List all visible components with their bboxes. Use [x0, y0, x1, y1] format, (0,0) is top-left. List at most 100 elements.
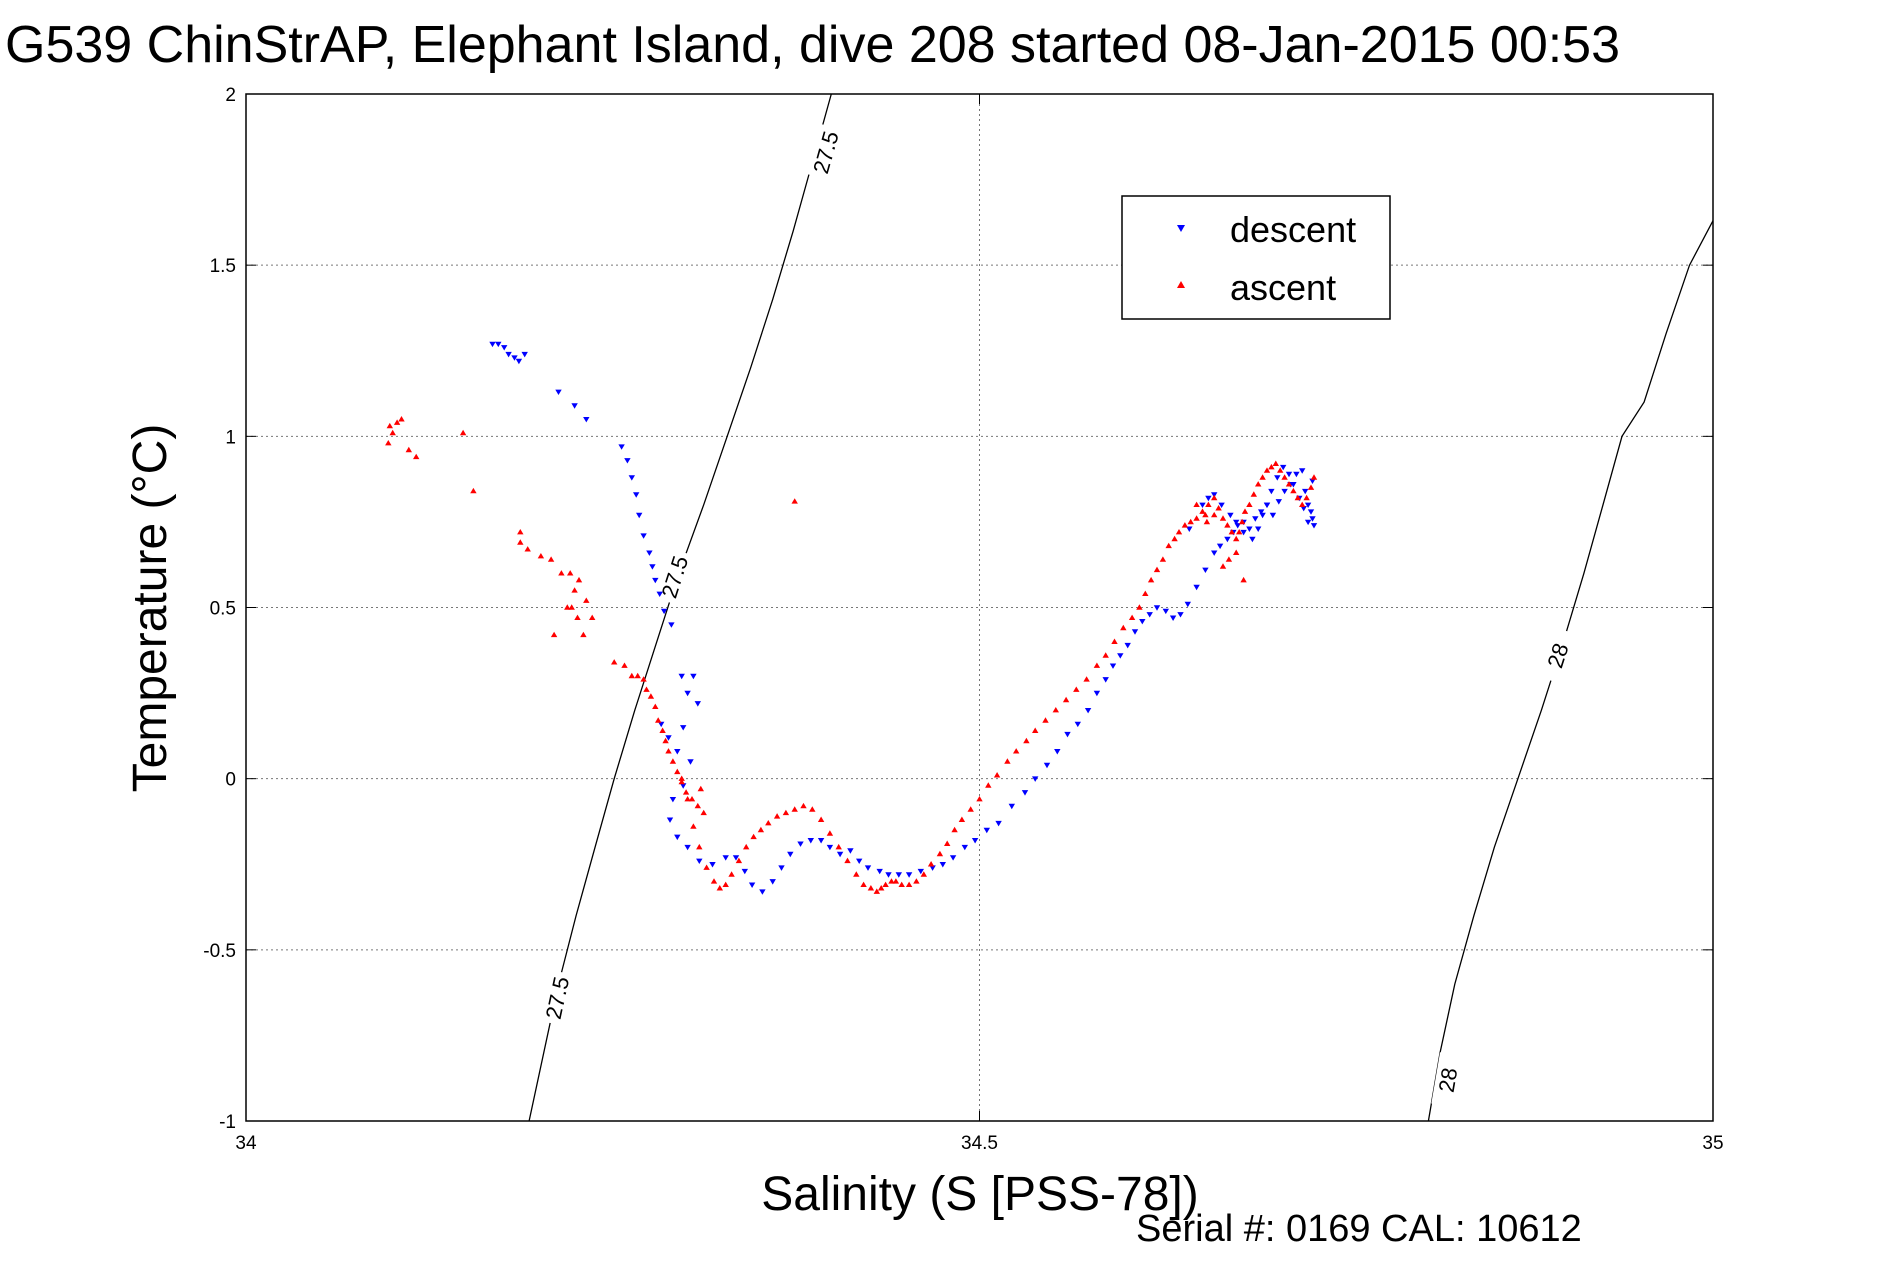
descent-point [1252, 516, 1259, 522]
ascent-point [1219, 563, 1227, 569]
ascent-point [1202, 511, 1209, 518]
ascent-point [735, 857, 743, 864]
ascent-point [750, 833, 757, 840]
x-axis-label: Salinity (S [PSS-78]) [761, 1168, 1198, 1221]
ascent-point [1228, 529, 1235, 535]
descent-point [1293, 471, 1300, 478]
ascent-point [1093, 662, 1101, 668]
descent-point [983, 827, 990, 834]
ascent-point [386, 422, 393, 429]
ascent-point [517, 529, 524, 535]
ascent-point [1193, 515, 1200, 521]
ascent-point [1165, 542, 1172, 549]
descent-point [817, 838, 825, 844]
y-tick-label: 2 [225, 85, 236, 106]
descent-point [995, 820, 1002, 827]
ascent-point [611, 659, 618, 665]
data-points [385, 341, 1318, 895]
descent-point [1274, 475, 1281, 481]
ascent-point [888, 878, 895, 884]
ascent-point [773, 813, 781, 819]
ascent-point [1203, 518, 1211, 525]
ascent-point [398, 416, 405, 422]
ascent-point [867, 885, 875, 891]
descent-point [656, 591, 663, 597]
ascent-point [459, 429, 467, 436]
ascent-point [652, 703, 659, 709]
contour-label-bg [655, 548, 694, 606]
ascent-point [967, 806, 974, 812]
descent-point [489, 341, 496, 348]
descent-point [1304, 519, 1312, 526]
ascent-point [800, 802, 807, 809]
ascent-point [694, 802, 701, 809]
descent-point [1309, 516, 1316, 522]
descent-point [628, 475, 635, 481]
descent-point [1290, 482, 1297, 488]
y-tick-label: 0 [225, 770, 236, 791]
descent-point [665, 735, 672, 741]
ascent-point [791, 498, 798, 504]
descent-point [511, 355, 518, 361]
ascent-point [580, 631, 587, 638]
descent-point [1193, 584, 1200, 591]
descent-point [778, 865, 785, 871]
ascent-point [558, 570, 565, 576]
descent-point [633, 492, 640, 498]
descent-point [807, 838, 814, 844]
ascent-point [944, 840, 951, 846]
descent-point [1074, 721, 1081, 728]
ascent-point [550, 631, 558, 638]
descent-point [885, 872, 892, 878]
descent-point [1224, 536, 1231, 543]
descent-point [1211, 550, 1218, 556]
ascent-point [817, 816, 825, 822]
descent-point [646, 550, 653, 556]
ascent-point [1032, 727, 1039, 733]
ascent-point [878, 885, 885, 891]
ascent-point [1205, 501, 1212, 507]
descent-point [1184, 601, 1191, 608]
ascent-point [958, 816, 966, 822]
ascent-point [1238, 518, 1246, 525]
descent-point [797, 841, 804, 847]
descent-point [722, 855, 729, 861]
descent-point [652, 577, 659, 584]
x-tick-label: 35 [1702, 1133, 1723, 1154]
ascent-point [1147, 576, 1155, 583]
descent-point [694, 701, 701, 707]
ascent-point [1142, 590, 1149, 596]
ascent-point [1299, 501, 1306, 507]
ascent-point [564, 604, 571, 610]
contour-label: 27.5 [808, 128, 844, 176]
ascent-point [1241, 508, 1249, 514]
ascent-point [643, 686, 650, 692]
descent-point [1285, 471, 1293, 478]
ascent-point [835, 843, 842, 850]
ascent-point [1159, 556, 1167, 562]
ascent-point [873, 888, 880, 894]
descent-point [1064, 731, 1071, 738]
y-tick-label: 1 [225, 427, 236, 448]
descent-point [674, 749, 681, 755]
y-axis-label: Temperature (°C) [124, 424, 177, 793]
contour-label: 27.5 [541, 974, 574, 1021]
descent-point [836, 851, 844, 858]
descent-point [787, 851, 794, 858]
descent-point [555, 389, 562, 395]
descent-point [769, 879, 776, 885]
descent-point [583, 417, 590, 423]
descent-point [649, 564, 656, 570]
descent-point [961, 844, 968, 851]
ascent-point [826, 830, 834, 836]
ascent-point [1310, 474, 1318, 480]
ascent-point [728, 871, 735, 877]
axis-ticks: 34 34.5 35 -1 -0.5 0 0.5 1 1.5 2 [203, 85, 1723, 1154]
ascent-point [1240, 576, 1247, 583]
descent-point [1162, 608, 1169, 615]
legend-marker-ascent [1177, 281, 1185, 288]
descent-point [1280, 464, 1287, 471]
descent-point [669, 797, 677, 803]
ascent-point [791, 806, 798, 812]
